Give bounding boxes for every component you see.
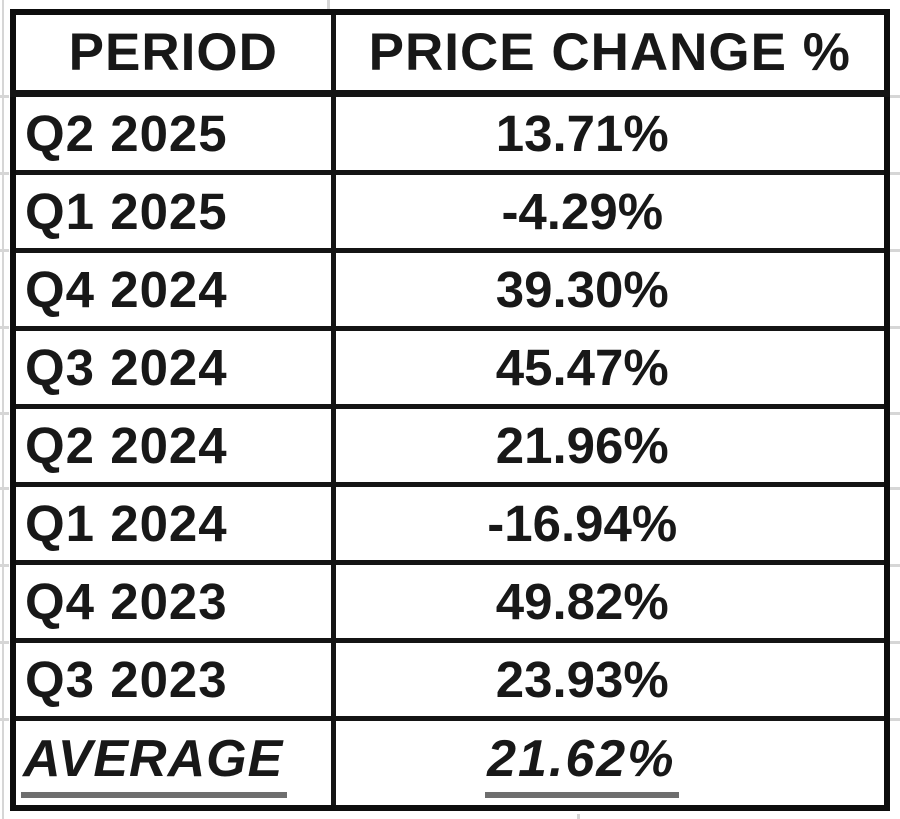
- price-change-cell[interactable]: 13.71%: [330, 91, 890, 175]
- average-value: 21.62%: [485, 729, 680, 798]
- spreadsheet-gridline: [0, 641, 9, 644]
- spreadsheet-gridline: [890, 564, 900, 567]
- spreadsheet-gridline: [577, 814, 580, 819]
- table-row: Q2 2025 13.71%: [10, 91, 890, 175]
- spreadsheet-gridline: [0, 487, 9, 490]
- table-footer: AVERAGE 21.62%: [10, 716, 890, 811]
- spreadsheet-gridline: [890, 326, 900, 329]
- period-column-header[interactable]: PERIOD: [10, 9, 336, 97]
- price-change-table: PERIOD PRICE CHANGE % Q2 2025 13.71% Q1 20…: [10, 9, 890, 811]
- period-cell[interactable]: Q3 2023: [10, 638, 336, 721]
- price-change-cell[interactable]: -4.29%: [330, 170, 890, 253]
- spreadsheet-gridline: [0, 718, 9, 721]
- spreadsheet-gridline: [0, 326, 9, 329]
- average-row: AVERAGE 21.62%: [10, 716, 890, 811]
- spreadsheet-gridline: [327, 0, 330, 10]
- table-row: Q4 2023 49.82%: [10, 560, 890, 643]
- table-row: Q4 2024 39.30%: [10, 248, 890, 331]
- period-cell[interactable]: Q4 2023: [10, 560, 336, 643]
- period-cell[interactable]: Q1 2025: [10, 170, 336, 253]
- spreadsheet-gridline: [0, 172, 9, 175]
- spreadsheet-gridline: [0, 564, 9, 567]
- average-value-cell[interactable]: 21.62%: [330, 716, 890, 811]
- price-change-cell[interactable]: 23.93%: [330, 638, 890, 721]
- spreadsheet-gridline: [890, 172, 900, 175]
- price-change-cell[interactable]: 21.96%: [330, 404, 890, 487]
- spreadsheet-gridline: [890, 641, 900, 644]
- period-cell[interactable]: Q2 2025: [10, 91, 336, 175]
- spreadsheet-gridline: [890, 718, 900, 721]
- spreadsheet-gridline: [0, 95, 9, 98]
- period-cell[interactable]: Q2 2024: [10, 404, 336, 487]
- table-row: Q3 2024 45.47%: [10, 326, 890, 409]
- spreadsheet-gridline: [890, 412, 900, 415]
- spreadsheet-gridline: [2, 0, 4, 819]
- spreadsheet-gridline: [0, 412, 9, 415]
- price-change-column-header[interactable]: PRICE CHANGE %: [330, 9, 890, 97]
- price-change-cell[interactable]: -16.94%: [330, 482, 890, 565]
- table-body: Q2 2025 13.71% Q1 2025 -4.29% Q4 2024 39.30% Q…: [10, 91, 890, 721]
- table-header: PERIOD PRICE CHANGE %: [10, 9, 890, 97]
- price-change-cell[interactable]: 49.82%: [330, 560, 890, 643]
- header-row: PERIOD PRICE CHANGE %: [10, 9, 890, 97]
- price-change-cell[interactable]: 45.47%: [330, 326, 890, 409]
- table-row: Q3 2023 23.93%: [10, 638, 890, 721]
- price-change-cell[interactable]: 39.30%: [330, 248, 890, 331]
- spreadsheet-gridline: [890, 95, 900, 98]
- period-cell[interactable]: Q4 2024: [10, 248, 336, 331]
- average-label-cell[interactable]: AVERAGE: [10, 716, 336, 811]
- table-row: Q1 2025 -4.29%: [10, 170, 890, 253]
- period-cell[interactable]: Q3 2024: [10, 326, 336, 409]
- table-row: Q1 2024 -16.94%: [10, 482, 890, 565]
- average-label: AVERAGE: [21, 729, 288, 798]
- table-row: Q2 2024 21.96%: [10, 404, 890, 487]
- spreadsheet-gridline: [0, 249, 9, 252]
- spreadsheet-gridline: [890, 487, 900, 490]
- spreadsheet-gridline: [890, 249, 900, 252]
- period-cell[interactable]: Q1 2024: [10, 482, 336, 565]
